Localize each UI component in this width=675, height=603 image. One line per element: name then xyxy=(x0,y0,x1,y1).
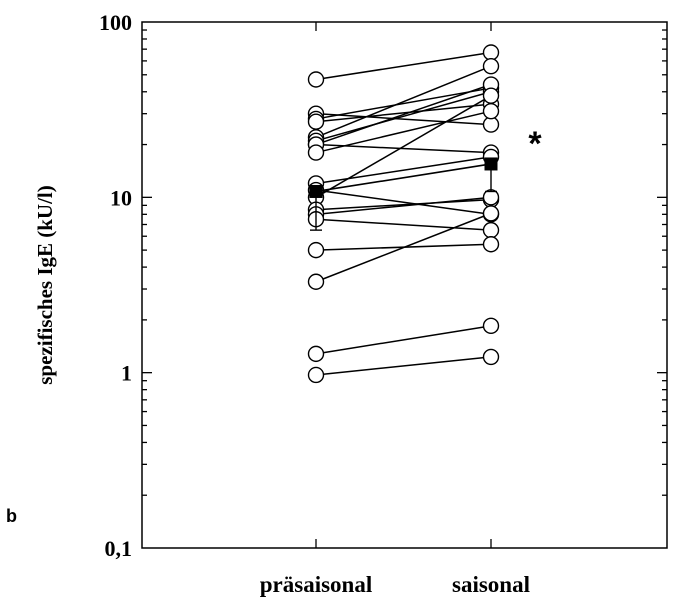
subject-line xyxy=(315,83,492,146)
subject-line xyxy=(315,356,492,376)
subject-point xyxy=(482,44,500,61)
subject-line xyxy=(315,218,492,231)
mean-line xyxy=(315,163,492,193)
x-axis: präsaisonal saisonal xyxy=(260,22,530,597)
subject-line xyxy=(315,51,492,81)
y-axis: 0,1 1 10 100 xyxy=(99,10,667,561)
plot-frame xyxy=(141,21,668,549)
x-category-label: saisonal xyxy=(452,572,530,597)
subject-line xyxy=(315,196,492,216)
subject-line xyxy=(315,212,492,283)
subject-line xyxy=(315,103,492,123)
subject-point xyxy=(482,348,500,366)
subject-line xyxy=(315,110,492,154)
subject-point xyxy=(482,87,500,104)
y-tick-label: 0,1 xyxy=(105,536,133,561)
subject-point xyxy=(307,144,325,161)
subject-line xyxy=(315,87,492,120)
subject-point xyxy=(307,345,325,363)
subject-point xyxy=(482,236,500,253)
subject-point xyxy=(482,221,500,239)
mean-point xyxy=(484,157,498,171)
subject-line xyxy=(315,95,492,198)
y-axis-label: spezifisches IgE (kU/l) xyxy=(33,185,57,385)
panel-label: b xyxy=(6,506,17,526)
subject-point xyxy=(307,71,325,88)
subject-line xyxy=(315,91,492,142)
subject-point xyxy=(482,102,500,120)
subject-line xyxy=(315,156,492,185)
subject-point xyxy=(307,366,325,384)
y-tick-label: 10 xyxy=(110,185,132,210)
mean-series xyxy=(309,157,498,231)
subject-point xyxy=(307,273,325,290)
subject-point xyxy=(307,241,325,259)
subject-point xyxy=(482,57,500,75)
y-tick-label: 100 xyxy=(99,10,132,35)
subject-line xyxy=(315,198,492,211)
subject-point xyxy=(307,113,325,130)
significance-annotation: * xyxy=(528,125,542,163)
subject-line xyxy=(315,65,492,138)
subject-point xyxy=(482,205,500,222)
subject-line xyxy=(315,325,492,355)
x-category-label: präsaisonal xyxy=(260,572,372,597)
subject-point xyxy=(482,317,500,335)
subject-line xyxy=(315,112,492,126)
subject-line xyxy=(315,189,492,216)
mean-point xyxy=(309,184,323,198)
paired-data xyxy=(307,44,500,384)
y-tick-label: 1 xyxy=(121,361,132,386)
